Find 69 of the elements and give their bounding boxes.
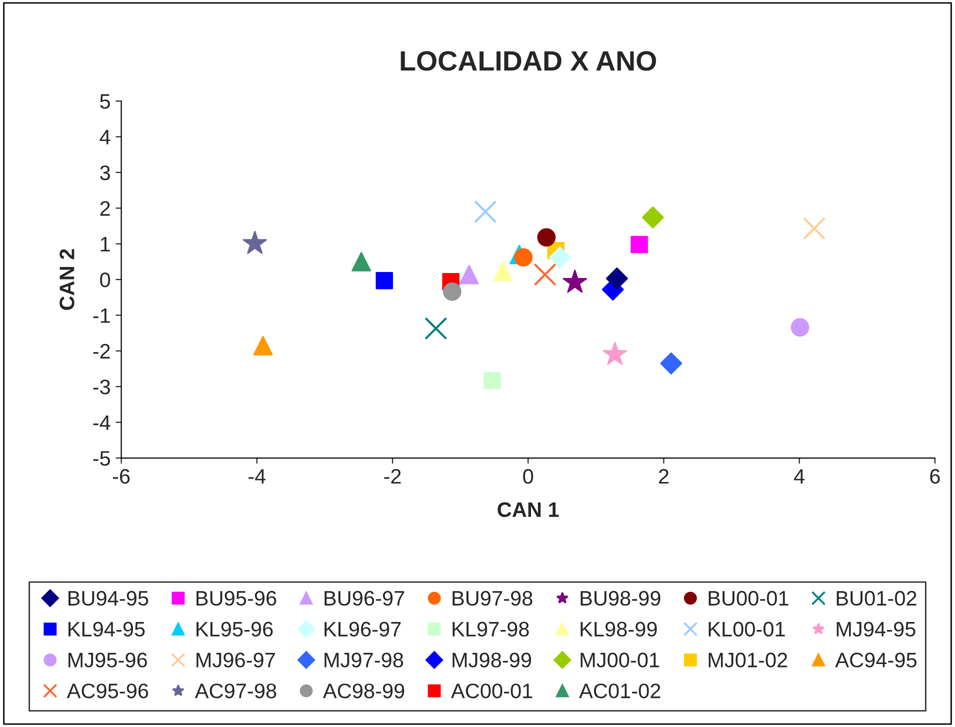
- legend-label: BU94-95: [68, 590, 148, 606]
- legend-label: AC97-98: [194, 684, 276, 698]
- point: [242, 230, 267, 254]
- legend-label: AC00-01: [451, 684, 532, 698]
- point: [790, 318, 810, 337]
- y-tick-label: 0: [100, 272, 110, 288]
- chart-title: LOCALIDAD X ANO: [400, 51, 656, 71]
- legend-label: KL94-95: [68, 622, 145, 637]
- point: [514, 248, 533, 267]
- point: [442, 282, 462, 301]
- y-tick-label: -3: [93, 380, 110, 394]
- legend-label: AC01-02: [579, 684, 660, 698]
- legend-label: BU00-01: [708, 590, 788, 606]
- legend-label: KL95-96: [196, 622, 273, 637]
- point: [606, 267, 628, 290]
- x-tick-label: -4: [248, 469, 266, 484]
- legend-label: AC94-95: [835, 652, 916, 668]
- point: [642, 206, 664, 228]
- y-tick-label: -5: [93, 451, 110, 466]
- legend-label: MJ00-01: [580, 652, 660, 668]
- y-tick-label: 1: [100, 237, 110, 252]
- point: [424, 317, 448, 340]
- point: [253, 336, 273, 356]
- point: [459, 264, 479, 284]
- point: [630, 236, 648, 254]
- legend-label: BU01-02: [836, 590, 916, 606]
- y-tick-label: -2: [93, 344, 110, 358]
- legend-label: KL96-97: [324, 622, 401, 637]
- point: [802, 217, 826, 240]
- legend-label: MJ96-97: [196, 652, 275, 668]
- legend-label: MJ94-95: [836, 622, 916, 637]
- y-tick-label: 2: [100, 201, 110, 216]
- legend-label: KL98-99: [580, 622, 657, 637]
- point: [484, 372, 501, 390]
- point: [562, 270, 588, 293]
- x-tick-label: 6: [930, 468, 940, 484]
- point: [534, 263, 556, 286]
- legend-label: BU98-99: [580, 590, 660, 606]
- y-axis-title: CAN 2: [60, 249, 74, 310]
- point: [474, 200, 497, 224]
- x-tick-label: -2: [384, 468, 401, 484]
- legend-label: MJ01-02: [708, 652, 788, 668]
- legend-label: BU96-97: [324, 590, 404, 606]
- legend-label: BU95-96: [196, 590, 276, 606]
- y-tick-label: -4: [93, 416, 110, 430]
- x-tick-label: 0: [523, 468, 534, 484]
- legend-label: KL00-01: [708, 622, 785, 637]
- y-tick-label: 5: [100, 94, 110, 109]
- point: [376, 272, 393, 290]
- x-tick-label: -6: [112, 468, 130, 484]
- x-axis-title: CAN 1: [498, 502, 559, 518]
- legend-label: MJ98-99: [452, 652, 532, 668]
- legend-label: AC98-99: [322, 684, 404, 698]
- point: [493, 262, 513, 282]
- legend-label: BU97-98: [452, 590, 532, 606]
- legend-label: AC95-96: [66, 684, 148, 698]
- legend-label: MJ95-96: [68, 652, 147, 668]
- y-tick-label: 4: [100, 130, 110, 144]
- point: [660, 352, 682, 374]
- x-tick-label: 2: [658, 468, 668, 484]
- y-tick-label: -1: [93, 308, 110, 323]
- point: [602, 342, 628, 365]
- legend-label: MJ97-98: [324, 652, 404, 668]
- x-tick-label: 4: [794, 469, 805, 484]
- point: [537, 228, 556, 247]
- y-tick-label: 3: [100, 165, 110, 180]
- point: [548, 246, 571, 268]
- legend-label: KL97-98: [452, 622, 529, 637]
- point: [352, 252, 372, 272]
